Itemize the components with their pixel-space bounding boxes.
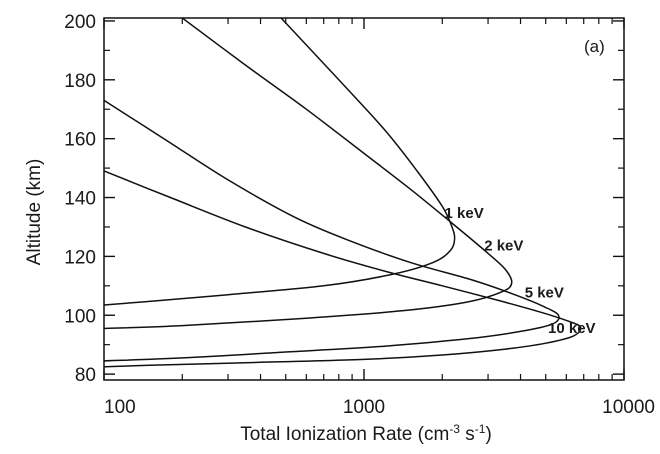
panel-label: (a)	[584, 37, 605, 56]
curve-label-5-kev: 5 keV	[525, 285, 564, 302]
curve-2-kev	[104, 18, 513, 330]
curve-label-1-kev: 1 keV	[445, 205, 484, 222]
y-tick-label: 140	[64, 189, 96, 210]
curve-label-10-kev: 10 keV	[548, 320, 596, 337]
y-tick-label: 200	[64, 12, 96, 33]
curves-group	[104, 18, 582, 368]
x-axis-label: Total Ionization Rate (cm-3 s-1)	[240, 422, 492, 445]
y-tick-label: 180	[64, 71, 96, 92]
y-tick-label: 100	[64, 306, 96, 327]
y-tick-label: 160	[64, 130, 96, 151]
curve-label-2-kev: 2 keV	[484, 238, 523, 255]
curve-5-kev	[104, 99, 560, 362]
y-axis-ticks: 80 100 120 140 160 180 200	[64, 12, 624, 386]
x-tick-label: 100	[104, 397, 136, 418]
y-axis-label: Altitude (km)	[24, 159, 45, 266]
curve-1-kev	[104, 18, 456, 306]
y-tick-label: 80	[75, 365, 96, 386]
x-tick-label: 10000	[602, 397, 655, 418]
x-axis-ticks: 100 1000 10000	[103, 18, 655, 418]
x-tick-label: 1000	[343, 397, 385, 418]
curve-10-kev	[104, 170, 582, 368]
y-tick-label: 120	[64, 247, 96, 268]
